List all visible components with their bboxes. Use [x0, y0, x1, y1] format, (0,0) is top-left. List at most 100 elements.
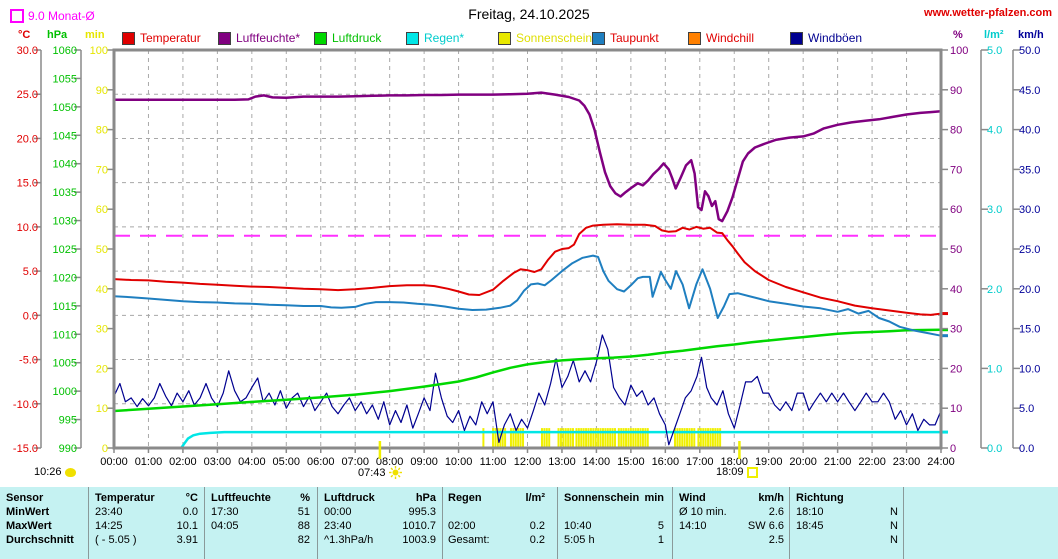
x-axis-label: 24:00 — [927, 456, 955, 468]
x-axis-label: 11:00 — [480, 456, 507, 468]
axis-tick-label-lm2: 5.0 — [987, 45, 1002, 57]
stat-value: N — [890, 534, 898, 546]
axis-tick-label-kmh: 10.0 — [1019, 363, 1040, 375]
axis-tick-label-min: 60 — [96, 204, 108, 216]
axis-tick-label-pct: 90 — [950, 85, 962, 97]
axis-tick-label-kmh: 15.0 — [1019, 324, 1040, 336]
stat-value: 82 — [297, 534, 310, 546]
col-header: Luftdruck — [324, 492, 375, 504]
sunshine-bar — [620, 428, 623, 448]
series-luftfeuchte — [112, 91, 943, 223]
axis-tick-label-min: 20 — [96, 363, 108, 375]
axis-tick-label-kmh: 25.0 — [1019, 244, 1040, 256]
x-axis-label: 06:00 — [307, 456, 335, 468]
axis-tick-label-hpa: 1055 — [53, 73, 77, 85]
legend-label: Taupunkt — [610, 31, 659, 45]
x-axis-label: 02:00 — [169, 456, 197, 468]
sunshine-bar — [629, 428, 632, 448]
stat-value: 0.2 — [529, 534, 545, 546]
moon-time-label: 10:26 — [34, 466, 62, 478]
month-average-icon — [10, 9, 24, 23]
x-axis-label: 20:00 — [789, 456, 817, 468]
x-axis-label: 07:00 — [341, 456, 369, 468]
stat-time: 14:25 — [95, 520, 123, 532]
website-link[interactable]: www.wetter-pfalzen.com — [924, 7, 1052, 19]
sunshine-bar — [514, 428, 517, 448]
legend-label: Windchill — [706, 31, 755, 45]
axis-tick-label-min: 40 — [96, 284, 108, 296]
table-divider — [88, 487, 89, 559]
col-header: Temperatur — [95, 492, 155, 504]
sunshine-bar — [709, 428, 712, 448]
sunshine-bar — [580, 428, 583, 448]
sunshine-bar — [592, 428, 595, 448]
sunshine-bar — [564, 428, 567, 448]
axis-unit-kmh: km/h — [1018, 29, 1044, 41]
axis-tick-label-min: 80 — [96, 125, 108, 137]
stat-value: 3.91 — [176, 534, 198, 546]
axis-tick-label-pct: 0 — [950, 443, 956, 455]
sunshine-bar — [492, 428, 495, 448]
stat-time: 23:40 — [95, 506, 123, 518]
axis-tick-label-min: 10 — [96, 403, 108, 415]
sunshine-bar — [522, 428, 525, 448]
series-temperatur — [113, 223, 942, 316]
sunshine-bar — [545, 428, 548, 448]
sunshine-bar — [617, 428, 620, 448]
axis-tick-label-min: 50 — [96, 244, 108, 256]
axis-tick-label-temp: 5.0 — [23, 266, 38, 278]
x-axis-label: 08:00 — [376, 456, 404, 468]
sunshine-bar — [632, 428, 635, 448]
x-axis-label: 00:00 — [100, 456, 128, 468]
row-label-minwert: MinWert — [6, 506, 50, 518]
axis-tick-label-kmh: 30.0 — [1019, 204, 1040, 216]
series-taupunkt — [113, 254, 942, 337]
sunshine-bar — [543, 428, 546, 448]
axis-tick-label-min: 0 — [102, 443, 108, 455]
stat-time: 00:00 — [324, 506, 352, 518]
sunrise-time: 07:43 — [358, 466, 402, 479]
stat-time: 5:05 h — [564, 534, 595, 546]
sunshine-bar — [627, 428, 630, 448]
sunshine-bar — [690, 428, 693, 448]
axis-tick-label-hpa: 1000 — [53, 386, 77, 398]
axis-tick-label-temp: -15.0 — [13, 443, 38, 455]
axis-tick-label-pct: 50 — [950, 244, 962, 256]
sunshine-bar — [494, 428, 497, 448]
axis-tick-label-min: 90 — [96, 85, 108, 97]
sunshine-bar — [509, 428, 512, 448]
axis-tick-label-kmh: 40.0 — [1019, 125, 1040, 137]
col-unit: min — [644, 492, 664, 504]
sunshine-bar — [604, 428, 607, 448]
sunshine-bar — [634, 428, 637, 448]
x-axis-label: 01:00 — [135, 456, 163, 468]
axis-tick-label-hpa: 1060 — [53, 45, 77, 57]
stat-time: ^1.3hPa/h — [324, 534, 374, 546]
sunshine-bar — [571, 428, 574, 448]
legend-item-regen: Regen* — [406, 31, 464, 45]
sunshine-bar — [601, 428, 604, 448]
x-axis-label: 04:00 — [238, 456, 266, 468]
axis-tick-label-pct: 80 — [950, 125, 962, 137]
sunshine-bar — [548, 428, 551, 448]
stat-time: Gesamt: — [448, 534, 490, 546]
table-divider — [204, 487, 205, 559]
axis-tick-label-temp: -10.0 — [13, 399, 38, 411]
moon-time: 10:26 — [34, 466, 76, 478]
x-axis-label: 05:00 — [273, 456, 301, 468]
sunset-time: 18:09 — [716, 466, 758, 478]
sunshine-bar — [606, 428, 609, 448]
axis-tick-label-lm2: 4.0 — [987, 125, 1002, 137]
axis-tick-label-pct: 20 — [950, 363, 962, 375]
legend-swatch-icon — [218, 31, 231, 45]
stat-time: Ø 10 min. — [679, 506, 727, 518]
sunshine-bar — [641, 428, 644, 448]
axis-tick-label-kmh: 20.0 — [1019, 284, 1040, 296]
x-axis-label: 18:00 — [720, 456, 748, 468]
col-header: Wind — [679, 492, 706, 504]
axis-tick-label-hpa: 1020 — [53, 272, 77, 284]
axis-tick-label-kmh: 45.0 — [1019, 85, 1040, 97]
sunshine-bar — [699, 428, 702, 448]
series-luftdruck — [112, 328, 943, 413]
sunshine-bar — [693, 428, 696, 448]
